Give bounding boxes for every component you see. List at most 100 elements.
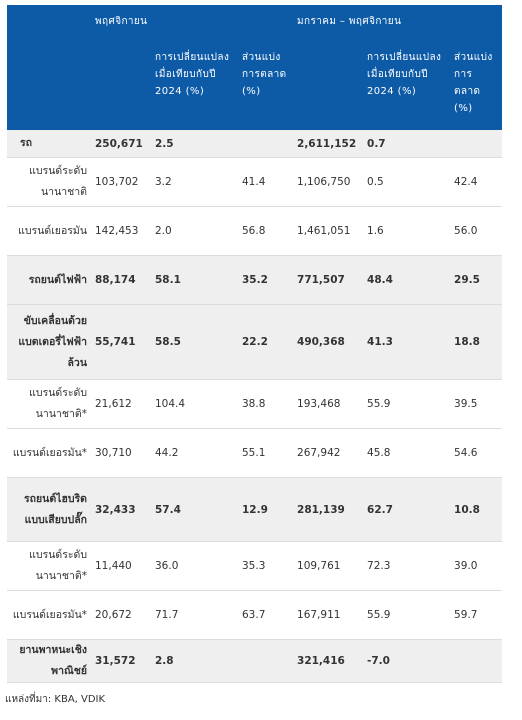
cell-ytd-change: 45.8 bbox=[367, 428, 455, 478]
cell-nov: 21,612 bbox=[95, 379, 155, 429]
row-label: ยานพาหนะเชิงพาณิชย์ bbox=[7, 639, 95, 683]
cell-ytd-share bbox=[454, 639, 503, 683]
table-row: รถยนต์ไฮบริดแบบเสียบปลั๊ก 32,433 57.4 12… bbox=[7, 477, 503, 542]
header-empty-2 bbox=[7, 45, 95, 130]
cell-ytd-change: 55.9 bbox=[367, 590, 455, 640]
table-row: แบรนด์เยอรมัน* 20,672 71.7 63.7 167,911 … bbox=[7, 590, 503, 640]
cell-nov-share bbox=[242, 130, 298, 158]
header-period-jan-nov: มกราคม – พฤศจิกายน bbox=[297, 5, 503, 45]
cell-nov-share bbox=[242, 639, 298, 683]
cell-ytd: 1,461,051 bbox=[297, 206, 368, 256]
cell-ytd: 167,911 bbox=[297, 590, 368, 640]
cell-ytd-share: 54.6 bbox=[454, 428, 503, 478]
cell-ytd-share bbox=[454, 130, 503, 158]
cell-nov-change: 104.4 bbox=[155, 379, 242, 429]
cell-ytd: 771,507 bbox=[297, 255, 368, 305]
header-share-ytd: ส่วนแบ่งการตลาด (%) bbox=[454, 45, 503, 130]
table-row: แบรนด์ระดับนานาชาติ* 21,612 104.4 38.8 1… bbox=[7, 379, 503, 429]
cell-nov-share: 55.1 bbox=[242, 428, 298, 478]
cell-ytd: 109,761 bbox=[297, 541, 368, 591]
cell-nov-change: 57.4 bbox=[155, 477, 242, 542]
cell-ytd-share: 10.8 bbox=[454, 477, 503, 542]
cell-nov: 142,453 bbox=[95, 206, 155, 256]
header-empty-3 bbox=[95, 45, 155, 130]
cell-nov-share: 35.3 bbox=[242, 541, 298, 591]
cell-ytd: 2,611,152 bbox=[297, 130, 368, 158]
row-label: แบรนด์ระดับนานาชาติ* bbox=[7, 379, 95, 429]
cell-ytd-change: -7.0 bbox=[367, 639, 455, 683]
cell-ytd: 267,942 bbox=[297, 428, 368, 478]
cell-ytd-share: 18.8 bbox=[454, 304, 503, 380]
header-empty-4 bbox=[297, 45, 368, 130]
cell-ytd-change: 55.9 bbox=[367, 379, 455, 429]
cell-ytd-change: 1.6 bbox=[367, 206, 455, 256]
row-label: รถ bbox=[7, 130, 95, 158]
cell-ytd-change: 41.3 bbox=[367, 304, 455, 380]
cell-nov-change: 44.2 bbox=[155, 428, 242, 478]
source-note: แหล่งที่มา: KBA, VDIK bbox=[5, 694, 106, 705]
cell-nov-change: 3.2 bbox=[155, 157, 242, 207]
cell-nov-change: 2.5 bbox=[155, 130, 242, 158]
row-label: รถยนต์ไฟฟ้า bbox=[7, 255, 95, 305]
cell-nov: 30,710 bbox=[95, 428, 155, 478]
sales-table: พฤศจิกายน มกราคม – พฤศจิกายน การเปลี่ยนแ… bbox=[7, 5, 503, 683]
cell-nov-share: 41.4 bbox=[242, 157, 298, 207]
cell-ytd-change: 72.3 bbox=[367, 541, 455, 591]
cell-nov-change: 58.5 bbox=[155, 304, 242, 380]
cell-nov: 31,572 bbox=[95, 639, 155, 683]
table-row: แบรนด์ระดับนานาชาติ* 11,440 36.0 35.3 10… bbox=[7, 541, 503, 591]
cell-ytd-change: 48.4 bbox=[367, 255, 455, 305]
cell-ytd-change: 0.5 bbox=[367, 157, 455, 207]
cell-nov: 32,433 bbox=[95, 477, 155, 542]
cell-nov-share: 63.7 bbox=[242, 590, 298, 640]
cell-ytd-share: 59.7 bbox=[454, 590, 503, 640]
row-label: แบรนด์ระดับนานาชาติ* bbox=[7, 541, 95, 591]
row-label: รถยนต์ไฮบริดแบบเสียบปลั๊ก bbox=[7, 477, 95, 542]
cell-nov-change: 2.8 bbox=[155, 639, 242, 683]
cell-nov: 103,702 bbox=[95, 157, 155, 207]
row-label: แบรนด์ระดับนานาชาติ bbox=[7, 157, 95, 207]
cell-nov-change: 58.1 bbox=[155, 255, 242, 305]
cell-ytd: 193,468 bbox=[297, 379, 368, 429]
cell-ytd-share: 39.5 bbox=[454, 379, 503, 429]
cell-nov-change: 36.0 bbox=[155, 541, 242, 591]
table-row: แบรนด์เยอรมัน* 30,710 44.2 55.1 267,942 … bbox=[7, 428, 503, 478]
cell-ytd-share: 39.0 bbox=[454, 541, 503, 591]
cell-nov-share: 12.9 bbox=[242, 477, 298, 542]
cell-nov-share: 38.8 bbox=[242, 379, 298, 429]
cell-nov-share: 35.2 bbox=[242, 255, 298, 305]
header-change-nov: การเปลี่ยนแปลงเมื่อเทียบกับปี 2024 (%) bbox=[155, 45, 242, 130]
cell-nov-share: 56.8 bbox=[242, 206, 298, 256]
cell-nov: 20,672 bbox=[95, 590, 155, 640]
header-period-november: พฤศจิกายน bbox=[95, 5, 298, 45]
cell-nov-change: 2.0 bbox=[155, 206, 242, 256]
cell-ytd: 1,106,750 bbox=[297, 157, 368, 207]
table-row: ขับเคลื่อนด้วยแบตเตอรี่ไฟฟ้าล้วน 55,741 … bbox=[7, 304, 503, 380]
table-row: แบรนด์ระดับนานาชาติ 103,702 3.2 41.4 1,1… bbox=[7, 157, 503, 207]
cell-nov: 55,741 bbox=[95, 304, 155, 380]
header-change-ytd: การเปลี่ยนแปลงเมื่อเทียบกับปี 2024 (%) bbox=[367, 45, 455, 130]
cell-nov: 250,671 bbox=[95, 130, 155, 158]
cell-ytd-change: 0.7 bbox=[367, 130, 455, 158]
table-row: แบรนด์เยอรมัน 142,453 2.0 56.8 1,461,051… bbox=[7, 206, 503, 256]
cell-nov-share: 22.2 bbox=[242, 304, 298, 380]
row-label: แบรนด์เยอรมัน bbox=[7, 206, 95, 256]
cell-ytd: 490,368 bbox=[297, 304, 368, 380]
table-row: รถ 250,671 2.5 2,611,152 0.7 bbox=[7, 130, 503, 158]
cell-nov: 88,174 bbox=[95, 255, 155, 305]
header-empty bbox=[7, 5, 95, 45]
table-row: รถยนต์ไฟฟ้า 88,174 58.1 35.2 771,507 48.… bbox=[7, 255, 503, 305]
header-share-nov: ส่วนแบ่งการตลาด (%) bbox=[242, 45, 298, 130]
cell-nov: 11,440 bbox=[95, 541, 155, 591]
cell-ytd-change: 62.7 bbox=[367, 477, 455, 542]
cell-ytd-share: 56.0 bbox=[454, 206, 503, 256]
table-row: ยานพาหนะเชิงพาณิชย์ 31,572 2.8 321,416 -… bbox=[7, 639, 503, 683]
cell-ytd: 281,139 bbox=[297, 477, 368, 542]
cell-ytd: 321,416 bbox=[297, 639, 368, 683]
row-label: ขับเคลื่อนด้วยแบตเตอรี่ไฟฟ้าล้วน bbox=[7, 304, 95, 380]
row-label: แบรนด์เยอรมัน* bbox=[7, 590, 95, 640]
cell-nov-change: 71.7 bbox=[155, 590, 242, 640]
cell-ytd-share: 29.5 bbox=[454, 255, 503, 305]
cell-ytd-share: 42.4 bbox=[454, 157, 503, 207]
row-label: แบรนด์เยอรมัน* bbox=[7, 428, 95, 478]
